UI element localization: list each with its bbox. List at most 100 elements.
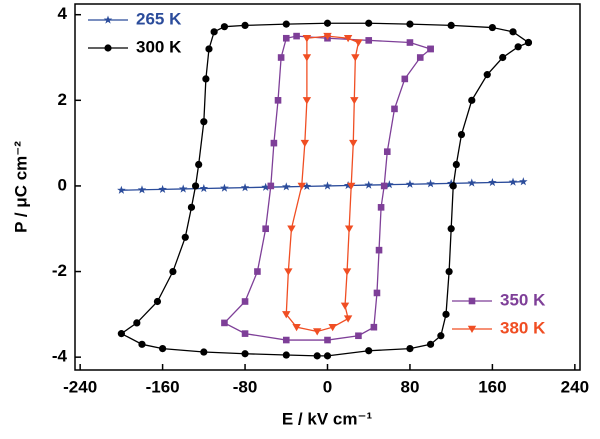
data-point bbox=[343, 35, 353, 43]
data-point bbox=[262, 225, 269, 233]
data-point bbox=[221, 319, 228, 327]
data-point bbox=[323, 352, 332, 360]
x-axis-label: E / kV cm⁻¹ bbox=[282, 409, 373, 428]
data-point bbox=[370, 323, 378, 331]
data-point bbox=[364, 180, 373, 189]
data-point bbox=[300, 139, 310, 148]
data-point bbox=[380, 182, 388, 190]
data-point bbox=[377, 204, 385, 211]
data-point bbox=[365, 347, 373, 355]
data-point bbox=[342, 268, 352, 276]
data-point bbox=[297, 182, 306, 190]
data-point bbox=[287, 225, 296, 233]
data-point bbox=[117, 185, 126, 194]
data-point bbox=[282, 336, 290, 344]
data-point bbox=[240, 183, 250, 192]
data-point bbox=[350, 97, 359, 105]
data-point bbox=[328, 323, 337, 332]
legend-label: 350 K bbox=[500, 290, 546, 309]
data-point bbox=[385, 180, 394, 189]
data-point bbox=[401, 75, 409, 83]
data-point bbox=[270, 139, 278, 147]
data-point bbox=[446, 178, 456, 187]
data-point bbox=[406, 20, 414, 28]
data-point bbox=[447, 225, 455, 233]
data-point bbox=[153, 297, 162, 306]
legend-marker bbox=[104, 44, 112, 52]
data-point bbox=[274, 97, 282, 104]
data-point bbox=[343, 315, 353, 323]
data-point bbox=[284, 268, 293, 276]
data-point bbox=[383, 148, 391, 155]
x-tick-label: 0 bbox=[323, 377, 332, 396]
data-point bbox=[509, 28, 517, 36]
y-tick-label: 2 bbox=[58, 90, 67, 109]
data-point bbox=[416, 54, 424, 61]
data-point bbox=[442, 310, 450, 318]
data-point bbox=[302, 181, 312, 190]
legend-marker bbox=[468, 297, 476, 305]
data-point bbox=[261, 182, 270, 191]
data-point bbox=[467, 178, 477, 187]
data-point bbox=[220, 183, 229, 192]
series-line bbox=[223, 35, 431, 341]
data-point bbox=[302, 97, 312, 105]
data-point bbox=[302, 54, 312, 62]
data-point bbox=[312, 328, 322, 336]
data-point bbox=[202, 75, 210, 83]
data-point bbox=[499, 53, 507, 62]
data-point bbox=[343, 181, 353, 190]
data-point bbox=[282, 351, 290, 359]
legend-label: 300 K bbox=[136, 37, 182, 56]
data-point bbox=[205, 45, 213, 53]
data-point bbox=[220, 23, 229, 31]
data-point bbox=[302, 35, 312, 43]
data-point bbox=[351, 54, 360, 62]
data-point bbox=[282, 311, 291, 319]
data-point bbox=[508, 177, 518, 186]
legend-marker bbox=[103, 15, 113, 24]
data-point bbox=[324, 336, 331, 344]
data-point bbox=[406, 344, 414, 353]
data-point bbox=[178, 184, 188, 193]
legend-marker bbox=[467, 325, 477, 333]
data-point bbox=[457, 130, 466, 139]
data-point bbox=[426, 340, 435, 348]
data-point bbox=[349, 139, 358, 148]
x-tick-label: 160 bbox=[478, 377, 506, 396]
data-point bbox=[375, 246, 383, 254]
data-point bbox=[241, 298, 249, 305]
data-point bbox=[313, 352, 321, 360]
data-point bbox=[254, 268, 261, 275]
data-point bbox=[323, 19, 332, 27]
y-tick-label: 4 bbox=[58, 4, 68, 23]
legend-label: 265 K bbox=[136, 9, 182, 28]
data-point bbox=[323, 181, 332, 190]
data-point bbox=[355, 332, 362, 340]
data-point bbox=[199, 184, 209, 193]
data-point bbox=[427, 45, 434, 53]
data-point bbox=[468, 96, 476, 104]
x-tick-label: 80 bbox=[400, 377, 419, 396]
data-point bbox=[191, 182, 200, 190]
data-point bbox=[117, 330, 125, 338]
data-point bbox=[277, 54, 285, 61]
data-point bbox=[200, 348, 208, 356]
data-point bbox=[200, 118, 208, 126]
data-point bbox=[267, 182, 275, 190]
data-point bbox=[347, 182, 356, 190]
y-tick-label: -2 bbox=[52, 261, 67, 280]
series-line bbox=[120, 22, 529, 357]
data-point bbox=[373, 289, 381, 297]
data-point bbox=[169, 267, 177, 276]
data-point bbox=[241, 21, 249, 30]
data-point bbox=[406, 39, 414, 46]
data-point bbox=[391, 105, 398, 113]
x-tick-label: -240 bbox=[63, 377, 97, 396]
data-point bbox=[133, 319, 141, 327]
data-point bbox=[195, 160, 203, 169]
data-point bbox=[437, 332, 445, 340]
data-point bbox=[137, 185, 147, 194]
data-point bbox=[449, 182, 457, 190]
